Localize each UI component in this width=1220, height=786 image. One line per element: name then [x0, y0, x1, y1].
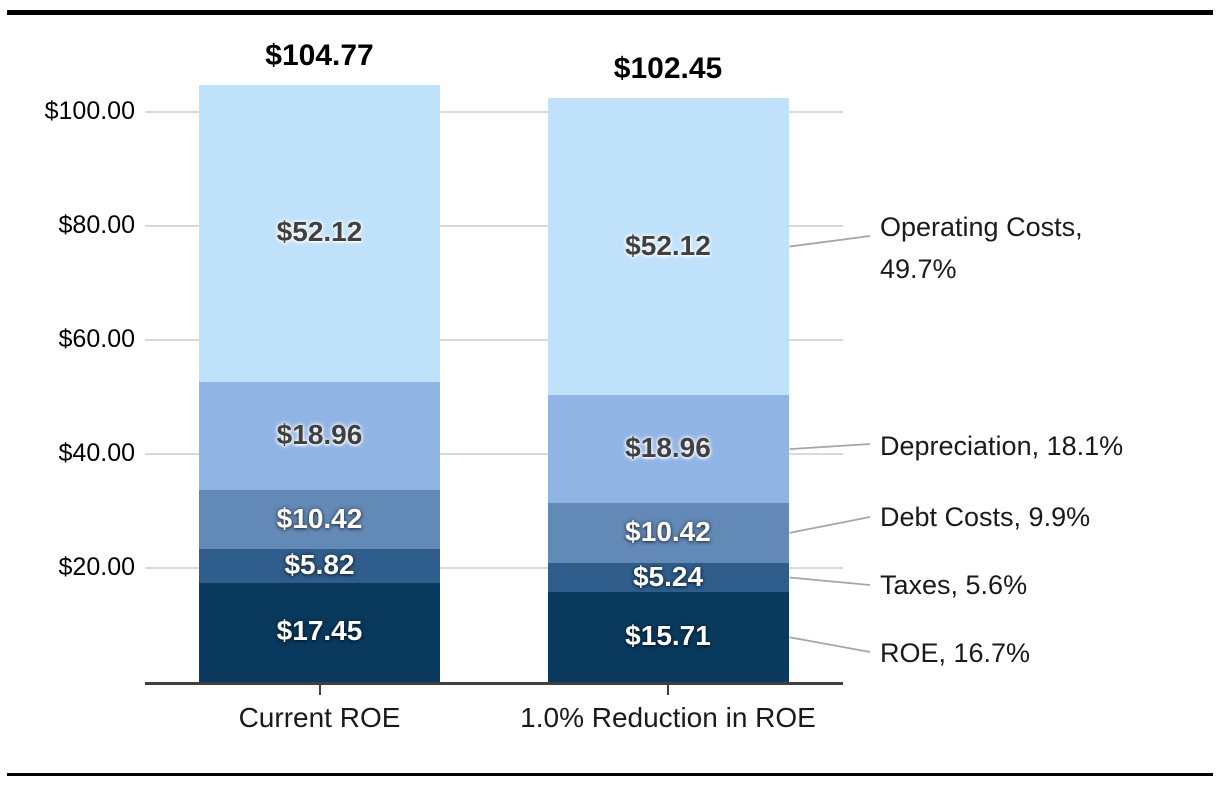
bottom-rule [7, 773, 1213, 776]
annotation-line: Debt Costs, 9.9% [880, 502, 1091, 532]
y-tick-label: $60.00 [58, 325, 135, 353]
segment-value-label: $52.12 [625, 229, 711, 261]
x-axis-line [145, 682, 843, 685]
bar-segment-roe [199, 582, 440, 682]
segment-value-label: $10.42 [276, 502, 363, 534]
top-rule [7, 10, 1213, 15]
bar-segment-taxes [547, 562, 789, 593]
segment-value-label: $15.71 [625, 620, 711, 652]
segment-value-label: $17.45 [276, 615, 363, 647]
segment-value-label: $18.96 [276, 418, 363, 450]
annotation-debt-costs: Debt Costs, 9.9% [880, 496, 1090, 538]
leader-line-operating-costs [789, 235, 871, 248]
leader-line-roe [789, 636, 871, 653]
annotation-taxes: Taxes, 5.6% [880, 564, 1027, 606]
gridline [145, 567, 843, 569]
bar-segment-taxes [199, 549, 440, 583]
leader-line-depreciation [789, 443, 871, 451]
x-tick-mark [318, 685, 321, 695]
gridline [145, 339, 843, 341]
gridline [145, 453, 843, 455]
bar-segment-operating-costs [547, 98, 789, 396]
annotation-depreciation: Depreciation, 18.1% [880, 425, 1123, 467]
y-tick-label: $80.00 [58, 211, 135, 239]
bar-segment-debt-costs [547, 503, 789, 563]
annotation-line: Depreciation, 18.1% [880, 431, 1124, 461]
gridline [145, 111, 843, 113]
annotation-line: Taxes, 5.6% [880, 570, 1028, 600]
annotation-line: 49.7% [880, 254, 957, 284]
segment-value-label: $52.12 [276, 216, 363, 248]
bar-segment-roe [547, 592, 789, 682]
gridline [145, 225, 843, 227]
segment-value-label: $5.24 [632, 560, 704, 592]
bar-total-label: $104.77 [265, 38, 374, 72]
annotation-line: ROE, 16.7% [880, 638, 1031, 668]
bar-segment-depreciation [547, 395, 789, 504]
bar-segment-debt-costs [199, 489, 440, 550]
leader-line-taxes [789, 576, 871, 586]
x-category-label: Current ROE [238, 702, 401, 733]
segment-value-label: $10.42 [625, 515, 711, 547]
leader-line-debt-costs [789, 516, 871, 534]
segment-value-label: $18.96 [625, 432, 711, 464]
annotation-operating-costs: Operating Costs, 49.7% [880, 206, 1083, 290]
segment-value-label: $5.82 [284, 548, 355, 580]
bar-segment-operating-costs [199, 84, 440, 382]
annotation-roe: ROE, 16.7% [880, 632, 1030, 674]
bar-total-label: $102.45 [613, 52, 723, 86]
y-tick-label: $20.00 [58, 553, 135, 581]
x-category-label: 1.0% Reduction in ROE [520, 702, 816, 733]
y-tick-label: $100.00 [44, 97, 135, 125]
bar-segment-depreciation [199, 381, 440, 490]
annotation-line: Operating Costs, [880, 212, 1083, 242]
x-tick-mark [667, 685, 669, 695]
y-tick-label: $40.00 [58, 439, 135, 467]
